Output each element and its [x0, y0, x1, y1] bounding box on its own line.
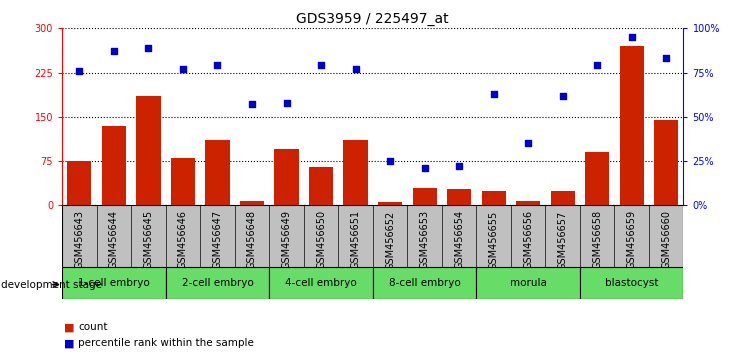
Bar: [62, 267, 166, 299]
Text: GSM456659: GSM456659: [626, 210, 637, 269]
Text: 8-cell embryo: 8-cell embryo: [389, 278, 461, 288]
Bar: [585, 152, 609, 205]
Text: GSM456650: GSM456650: [316, 210, 326, 269]
Text: GSM456651: GSM456651: [351, 210, 360, 269]
Text: GSM456646: GSM456646: [178, 210, 188, 269]
Text: GSM456647: GSM456647: [213, 210, 222, 269]
Bar: [373, 267, 477, 299]
Point: [453, 164, 465, 169]
Point: [246, 102, 258, 107]
Bar: [344, 141, 368, 205]
Point: [488, 91, 499, 97]
Bar: [482, 190, 506, 205]
Bar: [412, 188, 436, 205]
Text: GSM456656: GSM456656: [523, 210, 533, 269]
Point: [349, 66, 361, 72]
Text: GSM456649: GSM456649: [281, 210, 292, 269]
Bar: [67, 161, 91, 205]
Point: [557, 93, 569, 98]
Point: [626, 34, 637, 40]
Text: ■: ■: [64, 322, 75, 332]
Text: 1-cell embryo: 1-cell embryo: [78, 278, 150, 288]
Point: [591, 63, 603, 68]
Text: 4-cell embryo: 4-cell embryo: [285, 278, 357, 288]
Bar: [378, 202, 402, 205]
Point: [177, 66, 189, 72]
Bar: [516, 201, 540, 205]
Bar: [240, 201, 264, 205]
Text: GSM456645: GSM456645: [143, 210, 154, 269]
Bar: [580, 267, 683, 299]
Bar: [171, 158, 195, 205]
Point: [74, 68, 86, 74]
Text: blastocyst: blastocyst: [605, 278, 659, 288]
Text: GSM456657: GSM456657: [558, 210, 568, 269]
Text: count: count: [78, 322, 107, 332]
Text: GSM456644: GSM456644: [109, 210, 119, 269]
Text: GSM456652: GSM456652: [385, 210, 395, 269]
Point: [385, 158, 396, 164]
Text: percentile rank within the sample: percentile rank within the sample: [78, 338, 254, 348]
Bar: [205, 141, 230, 205]
Bar: [137, 96, 161, 205]
Text: morula: morula: [510, 278, 547, 288]
Text: GSM456648: GSM456648: [247, 210, 257, 269]
Bar: [654, 120, 678, 205]
Bar: [447, 189, 471, 205]
Text: GSM456654: GSM456654: [454, 210, 464, 269]
Point: [660, 56, 672, 61]
Point: [108, 48, 120, 54]
Text: development stage: development stage: [1, 280, 102, 290]
Bar: [620, 46, 644, 205]
Text: GSM456660: GSM456660: [662, 210, 671, 269]
Bar: [550, 190, 575, 205]
Bar: [102, 126, 126, 205]
Point: [315, 63, 327, 68]
Text: GSM456655: GSM456655: [488, 210, 499, 269]
Text: GSM456643: GSM456643: [75, 210, 84, 269]
Bar: [309, 167, 333, 205]
Bar: [274, 149, 298, 205]
Text: 2-cell embryo: 2-cell embryo: [181, 278, 254, 288]
Text: GSM456658: GSM456658: [592, 210, 602, 269]
Point: [281, 100, 292, 105]
Bar: [269, 267, 373, 299]
Bar: [166, 267, 269, 299]
Text: GSM456653: GSM456653: [420, 210, 430, 269]
Title: GDS3959 / 225497_at: GDS3959 / 225497_at: [297, 12, 449, 26]
Text: ■: ■: [64, 338, 75, 348]
Point: [212, 63, 224, 68]
Point: [522, 141, 534, 146]
Bar: [477, 267, 580, 299]
Point: [143, 45, 154, 51]
Point: [419, 165, 431, 171]
